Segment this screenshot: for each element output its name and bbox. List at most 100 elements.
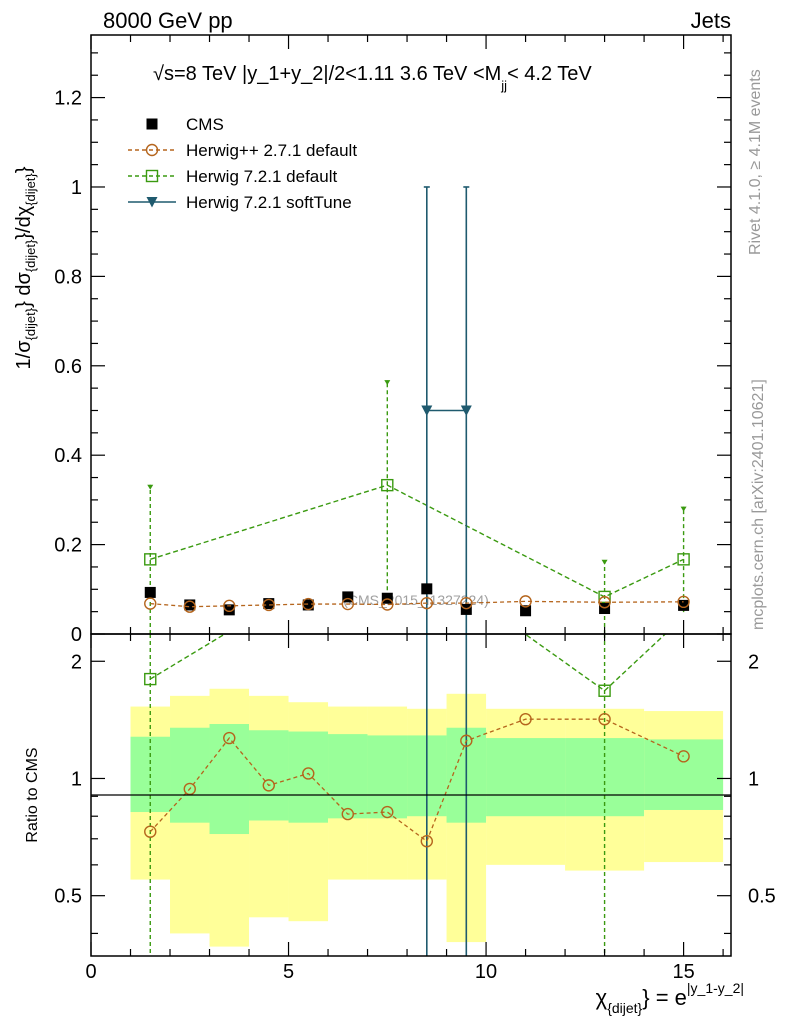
herwigpp-ratio-point (598, 712, 611, 726)
herwig7-default-point (381, 478, 394, 492)
band-inner (209, 724, 250, 835)
chart-title: √s=8 TeV |y_1+y_2|/2<1.11 3.6 TeV <Mjj< … (153, 63, 592, 93)
x-tick-label: 5 (283, 961, 294, 983)
legend-label: Herwig 7.2.1 default (186, 167, 337, 186)
cms-point (342, 591, 354, 603)
x-tick-label: 15 (672, 961, 694, 983)
cms-point (184, 599, 196, 611)
band-inner (486, 738, 566, 817)
header-jets: Jets (691, 8, 731, 33)
y-tick-label-main: 1.2 (54, 88, 82, 110)
cms-point (263, 598, 275, 610)
x-tick-label: 10 (475, 961, 497, 983)
herwigpp-point (420, 596, 434, 610)
band-inner (249, 730, 289, 821)
y-tick-label-main: 0 (71, 624, 82, 646)
y-tick-label-ratio-right: 2 (748, 651, 759, 673)
band-inner (328, 734, 368, 819)
title-sub: jj (500, 78, 507, 93)
cms-point (678, 599, 690, 611)
cms-point (520, 605, 532, 617)
legend-label: Herwig++ 2.7.1 default (186, 141, 357, 160)
herwig7-default-error-cap (601, 559, 608, 565)
legend-marker (146, 197, 158, 208)
legend-marker (146, 118, 158, 130)
herwigpp-point (183, 600, 196, 613)
legend-marker (145, 169, 159, 183)
herwig7-default-line (150, 484, 684, 598)
herwigpp-ratio-point (420, 835, 434, 848)
y-tick-label-main: 0.2 (54, 535, 82, 557)
herwigpp-point (381, 598, 394, 611)
herwig7-default-error-cap (680, 506, 687, 512)
herwigpp-point (144, 597, 157, 610)
header-energy: 8000 GeV pp (103, 8, 233, 33)
watermark: (CMS_2015_I1327224) (343, 592, 489, 608)
herwigpp-point (598, 596, 611, 609)
herwigpp-point (262, 598, 275, 612)
y-tick-label-ratio-left: 2 (71, 651, 82, 673)
ratio-y-axis-label: Ratio to CMS (24, 747, 41, 842)
herwigpp-ratio-point (302, 767, 315, 780)
herwig7-default-error-cap (384, 380, 391, 386)
band-inner (367, 735, 408, 819)
herwig7-default-point (144, 553, 157, 566)
y-tick-label-ratio-right: 1 (748, 768, 759, 790)
title-tail: < 4.2 TeV (507, 63, 592, 85)
cms-point (144, 586, 156, 598)
cms-point (460, 603, 472, 615)
y-tick-label-main: 0.8 (54, 266, 82, 288)
herwig7-default-point (598, 590, 611, 604)
herwigpp-point (677, 595, 690, 609)
herwigpp-ratio-point (519, 712, 532, 726)
herwigpp-ratio-point (460, 734, 473, 747)
title-sqrt: √ (153, 63, 164, 85)
y-tick-label-main: 0.4 (54, 445, 82, 467)
herwig7-default-error-cap (147, 484, 154, 490)
herwigpp-ratio-point (144, 825, 157, 838)
main-panel-data (144, 186, 690, 634)
herwigpp-ratio-point (381, 805, 394, 819)
band-inner (644, 739, 724, 810)
ratio-uncertainty-bands (130, 688, 724, 947)
herwigpp-point (460, 596, 473, 610)
herwigpp-ratio-point (677, 750, 690, 763)
cms-point (302, 599, 314, 611)
legend-label: CMS (186, 115, 224, 134)
cms-point (599, 603, 611, 615)
axes: 0 5 10 15 0 0.2 0.4 0.6 0.8 1 1.2 0.5 0.5 1 1 2 2 (54, 35, 776, 983)
y-axis-label: 1/σ{dijet}} dσ{dijet}}/dχ{dijet}} (13, 166, 38, 369)
herwigpp-ratio-point (341, 807, 354, 821)
cms-point (381, 592, 393, 604)
title-main: s=8 TeV |y_1+y_2|/2<1.11 3.6 TeV <M (164, 63, 501, 85)
legend-label: Herwig 7.2.1 softTune (186, 193, 352, 212)
herwigpp-line (150, 600, 684, 608)
herwigpp-ratio-point (223, 731, 236, 745)
rivet-label: Rivet 4.1.0, ≥ 4.1M events (747, 69, 764, 255)
x-tick-label: 0 (85, 961, 96, 983)
legend-marker (145, 143, 159, 157)
herwigpp-ratio-line (149, 718, 684, 843)
softtune-point (421, 405, 433, 416)
legend: CMS Herwig++ 2.7.1 default Herwig 7.2.1 de… (128, 115, 357, 212)
y-tick-label-main: 1 (71, 177, 82, 199)
softtune-point (460, 405, 472, 416)
herwig7-default-point (677, 553, 690, 566)
cms-point (223, 604, 235, 616)
y-tick-label-main: 0.6 (54, 356, 82, 378)
band-inner (170, 727, 210, 823)
herwig7-default-ratio-point (144, 672, 157, 686)
herwig7-default-ratio-point (598, 684, 611, 697)
herwigpp-point (519, 595, 532, 608)
herwigpp-point (341, 597, 354, 611)
herwigpp-ratio-point (262, 779, 275, 792)
herwigpp-point (223, 599, 236, 613)
herwigpp-point (302, 597, 315, 611)
y-tick-label-ratio-right: 0.5 (748, 886, 776, 908)
mcplots-label: mcplots.cern.ch [arXiv:2401.10621] (750, 379, 767, 630)
x-axis-label: χ{dijet}} = e|y_1-y_2| (596, 980, 744, 1016)
y-tick-label-ratio-left: 0.5 (54, 886, 82, 908)
cms-point (421, 583, 433, 595)
y-tick-label-ratio-left: 1 (71, 768, 82, 790)
